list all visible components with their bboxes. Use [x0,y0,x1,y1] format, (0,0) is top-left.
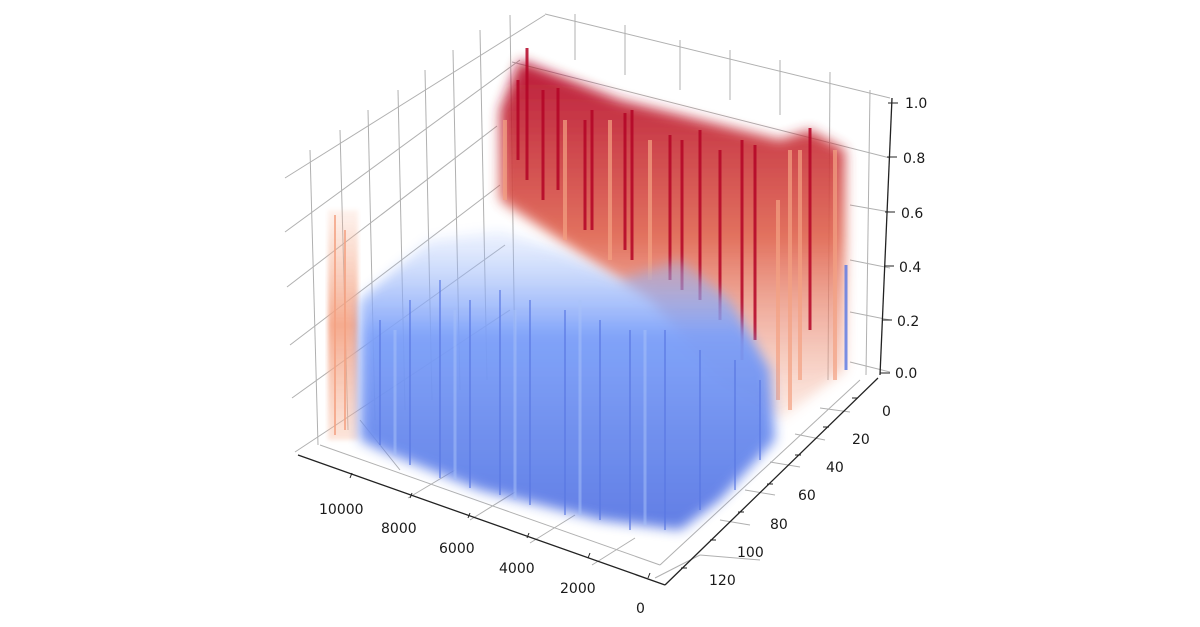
axes [297,97,893,586]
x-tick-8000: 8000 [381,521,417,537]
y-tick-40: 40 [826,460,844,476]
y-axis-tick-labels: 0 20 40 60 80 100 120 [709,404,891,589]
y-tick-0: 0 [882,404,891,420]
z-axis-ticks [880,102,898,374]
y-tick-60: 60 [798,488,816,504]
surface-left-edge-band [328,210,358,440]
z-tick-1.0: 1.0 [905,96,927,112]
surface-red-region [500,48,845,420]
y-tick-20: 20 [852,432,870,448]
x-tick-4000: 4000 [499,561,535,577]
y-axis-ticks [681,397,858,569]
x-axis-tick-labels: 10000 8000 6000 4000 2000 0 [319,502,645,617]
x-tick-10000: 10000 [319,502,364,518]
z-tick-0.6: 0.6 [901,206,923,222]
x-tick-6000: 6000 [439,541,475,557]
y-tick-100: 100 [737,545,764,561]
y-tick-120: 120 [709,573,736,589]
z-tick-0.8: 0.8 [903,151,925,167]
x-axis-ticks [349,472,651,579]
z-tick-0.4: 0.4 [899,260,921,276]
z-tick-0.0: 0.0 [895,366,917,382]
z-tick-0.2: 0.2 [897,314,919,330]
surface-blue-region [360,230,848,530]
x-tick-2000: 2000 [560,581,596,597]
z-axis-tick-labels: 1.0 0.8 0.6 0.4 0.2 0.0 [895,96,927,382]
y-tick-80: 80 [770,517,788,533]
x-tick-0: 0 [636,601,645,617]
